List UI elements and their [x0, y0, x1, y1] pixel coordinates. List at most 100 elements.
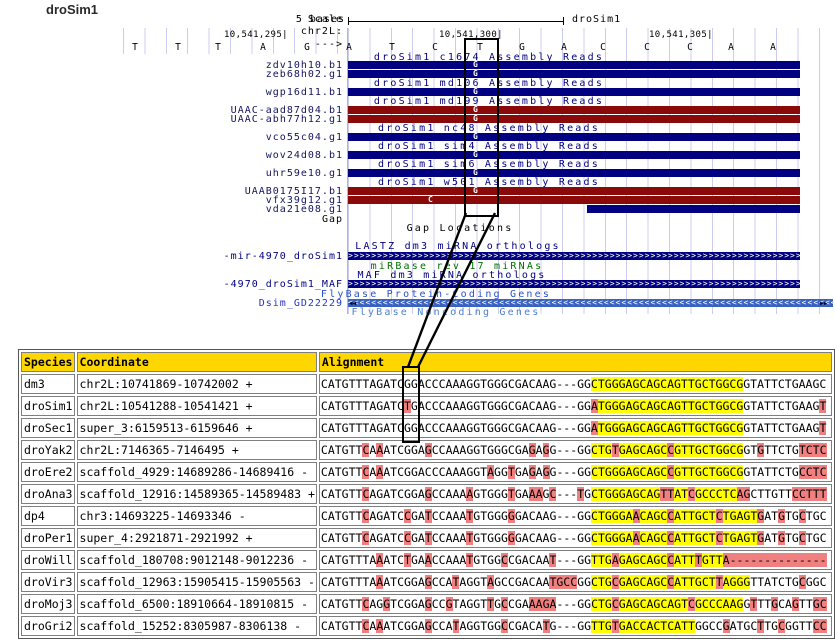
track-bar[interactable] — [348, 106, 800, 114]
alignment-segment: GACAAG---GG — [514, 509, 592, 523]
track-bar[interactable]: >>>>>>>>>>>>>>>>>>>>>>>>>>>>>>>>>>>>>>>>… — [348, 252, 800, 260]
alignment-segment: ATTGCT — [674, 509, 716, 523]
ruler-base: T — [215, 42, 221, 53]
alignment-segment: CATGTT — [320, 597, 363, 611]
alignment-segment: C — [798, 575, 806, 589]
alignment-segment: TT — [660, 487, 675, 501]
track-label[interactable]: UAAB0175I17.b1 — [244, 186, 343, 197]
alignment-segment: CTG — [591, 575, 612, 589]
track-label[interactable]: -4970_droSim1_MAF — [223, 279, 343, 290]
species-cell: dm3 — [21, 374, 75, 394]
track-bar[interactable] — [348, 169, 800, 177]
alignment-segment: GCCCAAG — [694, 597, 744, 611]
track-label[interactable]: vco55c04.g1 — [265, 132, 343, 143]
alignment-segment: TTG — [591, 553, 612, 567]
alignment-segment: CCAAA — [431, 531, 467, 545]
track-bar[interactable] — [348, 187, 800, 195]
alignment-cell: CATGTTTAGATCTGACCCAAAGGTGGGCGACAAG---GGA… — [318, 396, 832, 416]
alignment-segment: G — [771, 597, 779, 611]
alignment-segment: GTATTCTGAAGC — [743, 377, 827, 391]
alignment-segment: C — [715, 509, 723, 523]
alignment-segment: C — [362, 443, 370, 457]
alignment-segment: C — [667, 443, 675, 457]
alignment-segment: CCAAA — [431, 509, 467, 523]
snp-base-letter: G — [473, 132, 478, 141]
alignment-segment: T — [403, 399, 411, 413]
alignment-segment: TG — [764, 619, 779, 633]
table-row: droMoj3 scaffold_6500:18910664-18910815 -… — [21, 594, 832, 614]
species-cell: droMoj3 — [21, 594, 75, 614]
species-cell: droEre2 — [21, 462, 75, 482]
table-row: droSim1 chr2L:10541288-10541421 + CATGTTTA… — [21, 396, 832, 416]
track-label[interactable]: UAAC-abh77h12.g1 — [230, 114, 343, 125]
track-label[interactable]: zdv10h10.b1 — [265, 60, 343, 71]
alignment-segment: CTG — [591, 443, 612, 457]
alignment-segment: C — [362, 509, 370, 523]
alignment-segment: TGAGT — [722, 509, 758, 523]
alignment-segment: C — [404, 509, 411, 523]
alignment-segment: ATTGCT — [674, 575, 716, 589]
alignment-segment: CATGTT — [320, 509, 363, 523]
table-row: dm3 chr2L:10741869-10742002 + CATGTTTAGATC… — [21, 374, 832, 394]
scale-label: Scale — [307, 14, 343, 25]
track-label[interactable]: wgp16d11.b1 — [265, 87, 343, 98]
alignment-segment: CATGTT — [320, 443, 363, 457]
track-bar[interactable] — [348, 133, 800, 141]
track-label[interactable]: UAAC-aad87d04.b1 — [230, 105, 343, 116]
track-title: FlyBase Protein-Coding Genes — [320, 289, 552, 300]
alignment-segment: GTATTCTGAAG — [743, 399, 820, 413]
ruler-base: A — [260, 42, 266, 53]
alignment-segment: GCCCTC — [694, 487, 737, 501]
alignment-segment: A — [632, 509, 640, 523]
alignment-segment: C — [549, 487, 557, 501]
track-bar[interactable] — [587, 205, 800, 213]
alignment-segment: GT — [743, 443, 758, 457]
track-bar[interactable] — [348, 61, 800, 69]
alignment-segment: ---GG — [556, 553, 592, 567]
track-label[interactable]: wov24d08.b1 — [265, 150, 343, 161]
alignment-segment: GA — [514, 487, 529, 501]
track-bar[interactable] — [348, 115, 800, 123]
alignment-segment: TT — [757, 597, 772, 611]
alignment-segment: GACCACTCATT — [618, 619, 695, 633]
track-label[interactable]: vfx39g12.g1 — [265, 195, 343, 206]
alignment-segment: T — [819, 421, 827, 435]
track-label[interactable]: uhr59e10.g1 — [265, 168, 343, 179]
alignment-segment: TG — [785, 531, 799, 545]
alignment-segment: C — [667, 531, 675, 545]
coordinate-cell: super_4:2921871-2921992 + — [76, 528, 317, 548]
alignment-segment: G — [424, 619, 432, 633]
track-bar[interactable] — [348, 70, 800, 78]
alignment-segment: CATGTT — [320, 487, 363, 501]
track-label[interactable]: Dsim_GD22229 — [258, 298, 343, 309]
ruler-base: G — [519, 42, 525, 53]
table-row: droYak2 chr2L:7146365-7146495 + CATGTTCAAA… — [21, 440, 832, 460]
track-bar[interactable] — [348, 196, 800, 204]
alignment-segment: A — [722, 553, 730, 567]
alignment-segment: T — [507, 465, 515, 479]
track-bar[interactable] — [348, 151, 800, 159]
track-title: droSim1 sim6 Assembly Reads — [378, 159, 600, 170]
track-bar[interactable]: <<<<<<<<<<<<<<<<<<<<<<<<<<<<<<<<<<<<<<<<… — [348, 299, 833, 307]
alignment-segment: GTGGG — [473, 531, 508, 545]
alignment-segment: C — [715, 531, 723, 545]
track-label[interactable]: zeb68h02.g1 — [265, 69, 343, 80]
track-label[interactable]: -mir-4970_droSim1 — [223, 251, 343, 262]
coordinate-cell: scaffold_15252:8305987-8306138 - — [76, 616, 317, 636]
track-label[interactable]: vda21e08.g1 — [265, 204, 343, 215]
alignment-segment: A — [590, 399, 598, 413]
track-label[interactable]: Gap — [321, 214, 343, 225]
track-bar[interactable]: >>>>>>>>>>>>>>>>>>>>>>>>>>>>>>>>>>>>>>>>… — [348, 280, 800, 288]
alignment-segment: GTATTCTGAAG — [743, 421, 820, 435]
genome-browser-image[interactable]: Scale 5 bases droSim1 chr2L: ---> 10,541… — [0, 0, 835, 330]
species-cell: droSec1 — [21, 418, 75, 438]
alignment-segment: TG — [785, 509, 799, 523]
alignment-segment: A — [632, 531, 640, 545]
ruler-base: T — [389, 42, 395, 53]
track-bar[interactable] — [348, 88, 800, 96]
alignment-segment: G — [528, 465, 536, 479]
position-label: 10,541,300| — [438, 30, 503, 40]
coordinate-cell: chr2L:10741869-10742002 + — [76, 374, 317, 394]
table-selected-column-box — [402, 366, 420, 443]
column-header: Species — [21, 352, 75, 372]
